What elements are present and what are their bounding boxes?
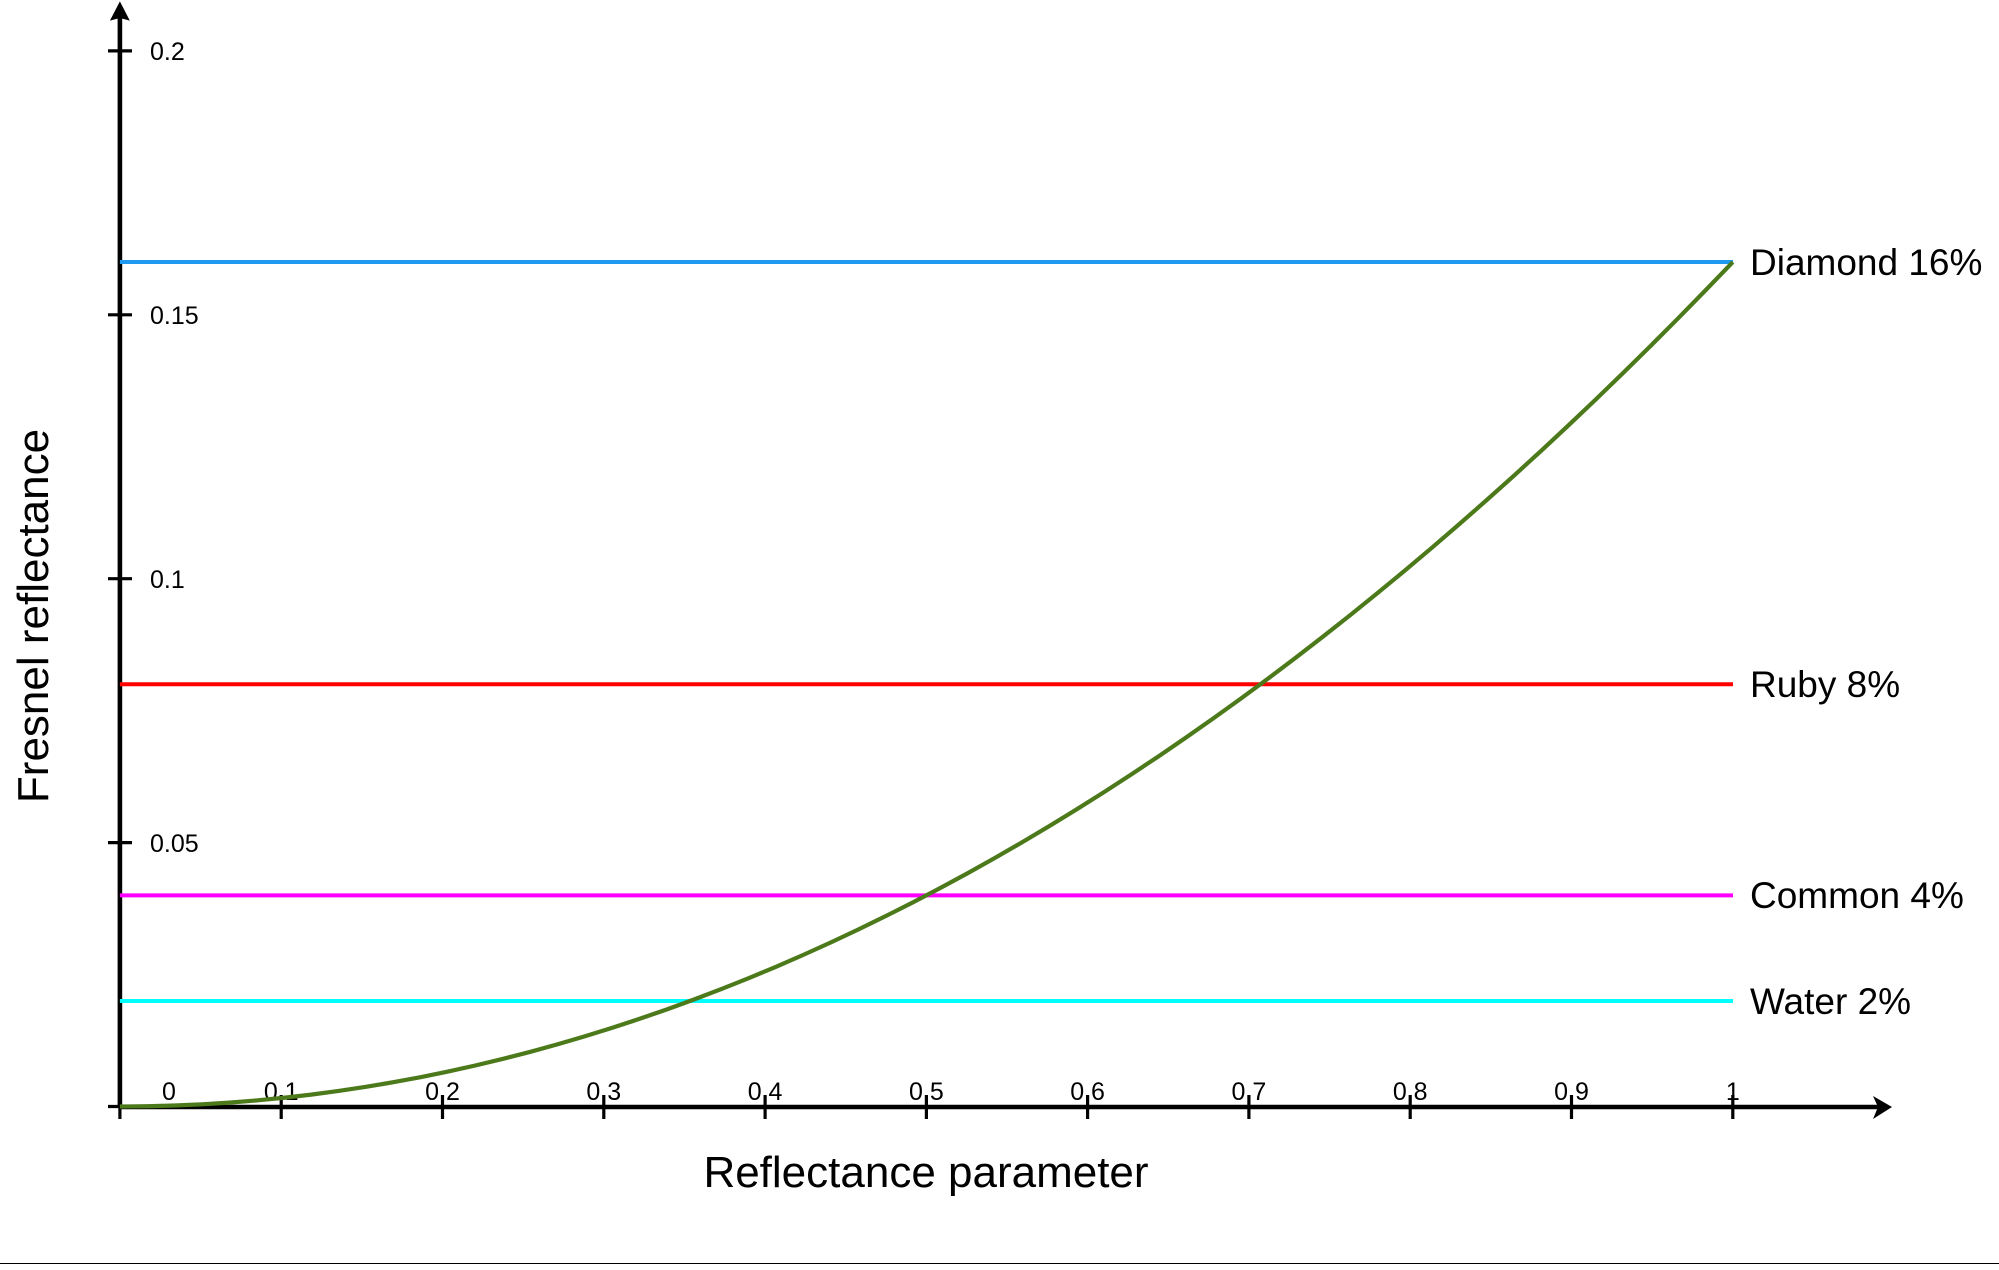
svg-text:0.2: 0.2 — [150, 38, 185, 66]
svg-text:0.7: 0.7 — [1232, 1078, 1267, 1106]
svg-text:Ruby 8%: Ruby 8% — [1750, 664, 1900, 705]
svg-text:0.4: 0.4 — [748, 1078, 783, 1106]
svg-text:0.8: 0.8 — [1393, 1078, 1428, 1106]
svg-text:Diamond 16%: Diamond 16% — [1750, 242, 1982, 283]
svg-text:0.15: 0.15 — [150, 302, 199, 330]
svg-text:0.1: 0.1 — [150, 566, 185, 594]
svg-text:0.9: 0.9 — [1554, 1078, 1589, 1106]
svg-text:Common 4%: Common 4% — [1750, 875, 1964, 916]
svg-text:0.5: 0.5 — [909, 1078, 944, 1106]
svg-text:0.3: 0.3 — [586, 1078, 621, 1106]
svg-text:0.1: 0.1 — [264, 1078, 299, 1106]
svg-text:0.6: 0.6 — [1070, 1078, 1105, 1106]
svg-text:Reflectance parameter: Reflectance parameter — [703, 1148, 1148, 1197]
svg-text:Water 2%: Water 2% — [1750, 981, 1911, 1022]
svg-text:0.05: 0.05 — [150, 830, 199, 858]
svg-text:Fresnel reflectance: Fresnel reflectance — [9, 429, 58, 803]
svg-text:0: 0 — [162, 1078, 176, 1106]
svg-text:0.2: 0.2 — [425, 1078, 460, 1106]
svg-text:1: 1 — [1726, 1078, 1740, 1106]
